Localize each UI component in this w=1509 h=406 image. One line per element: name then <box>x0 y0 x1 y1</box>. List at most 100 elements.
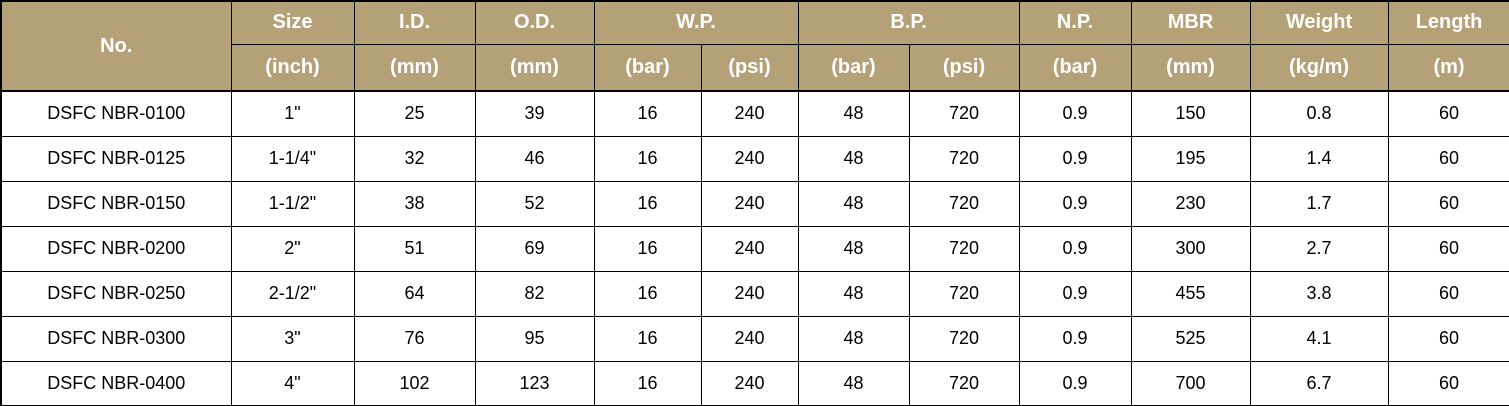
table-cell: 1" <box>230 90 355 137</box>
unit-header-id: (mm) <box>353 43 476 92</box>
unit-header-np: (bar) <box>1018 43 1132 92</box>
table-cell: 240 <box>700 225 799 272</box>
table-cell: 76 <box>353 315 476 362</box>
table-row: DSFC NBR-0100 1" 25 39 16 240 48 720 0.9 150 0.8 60 <box>0 90 1509 137</box>
header-row-labels: No. Size I.D. O.D. W.P. B.P. N.P. MBR We… <box>0 0 1509 92</box>
table-cell: DSFC NBR-0150 <box>0 180 232 227</box>
table-cell: 48 <box>797 315 910 362</box>
table-cell: 32 <box>353 135 476 182</box>
unit-header-bp-psi: (psi) <box>908 43 1020 92</box>
unit-header-od: (mm) <box>474 43 595 92</box>
column-header-np: N.P. <box>1018 0 1132 45</box>
table-cell: 3.8 <box>1249 270 1389 317</box>
column-header-no: No. <box>0 0 232 92</box>
column-header-mbr: MBR <box>1130 0 1251 45</box>
table-cell: 38 <box>353 180 476 227</box>
table-cell: 4.1 <box>1249 315 1389 362</box>
table-cell: 2-1/2" <box>230 270 355 317</box>
table-cell: 240 <box>700 360 799 406</box>
table-cell: 16 <box>593 315 702 362</box>
table-cell: 60 <box>1387 315 1509 362</box>
unit-header-size: (inch) <box>230 43 355 92</box>
table-cell: 525 <box>1130 315 1251 362</box>
table-cell: 0.8 <box>1249 90 1389 137</box>
table-cell: 6.7 <box>1249 360 1389 406</box>
unit-header-length: (m) <box>1387 43 1509 92</box>
table-cell: 0.9 <box>1018 225 1132 272</box>
table-cell: 60 <box>1387 225 1509 272</box>
table-cell: 60 <box>1387 135 1509 182</box>
table-cell: 95 <box>474 315 595 362</box>
unit-header-bp-bar: (bar) <box>797 43 910 92</box>
table-header: No. Size I.D. O.D. W.P. B.P. N.P. MBR We… <box>0 0 1509 92</box>
table-cell: 39 <box>474 90 595 137</box>
table-cell: 700 <box>1130 360 1251 406</box>
table-cell: 25 <box>353 90 476 137</box>
table-cell: 16 <box>593 360 702 406</box>
table-cell: 2" <box>230 225 355 272</box>
table-cell: 0.9 <box>1018 135 1132 182</box>
table-cell: 300 <box>1130 225 1251 272</box>
table-cell: 64 <box>353 270 476 317</box>
table-cell: 230 <box>1130 180 1251 227</box>
table-cell: 240 <box>700 180 799 227</box>
table-cell: 60 <box>1387 180 1509 227</box>
unit-header-weight: (kg/m) <box>1249 43 1389 92</box>
table-cell: 240 <box>700 135 799 182</box>
table-cell: 240 <box>700 90 799 137</box>
unit-header-wp-psi: (psi) <box>700 43 799 92</box>
table-row: DSFC NBR-0200 2" 51 69 16 240 48 720 0.9 300 2.7 60 <box>0 225 1509 272</box>
table-cell: 52 <box>474 180 595 227</box>
table-cell: 82 <box>474 270 595 317</box>
table-cell: 2.7 <box>1249 225 1389 272</box>
table-cell: 0.9 <box>1018 315 1132 362</box>
table-cell: 720 <box>908 360 1020 406</box>
table-cell: DSFC NBR-0100 <box>0 90 232 137</box>
column-header-size: Size <box>230 0 355 45</box>
table-cell: 16 <box>593 270 702 317</box>
table-cell: 60 <box>1387 360 1509 406</box>
table-row: DSFC NBR-0150 1-1/2" 38 52 16 240 48 720 0.9 230 1… <box>0 180 1509 227</box>
table-row: DSFC NBR-0250 2-1/2" 64 82 16 240 48 720 0.9 455 3… <box>0 270 1509 317</box>
table-cell: 102 <box>353 360 476 406</box>
table-cell: 720 <box>908 180 1020 227</box>
table-cell: 48 <box>797 135 910 182</box>
table-cell: 240 <box>700 270 799 317</box>
table-row: DSFC NBR-0125 1-1/4" 32 46 16 240 48 720 0.9 195 1… <box>0 135 1509 182</box>
table-cell: 51 <box>353 225 476 272</box>
table-cell: DSFC NBR-0400 <box>0 360 232 406</box>
table-cell: 3" <box>230 315 355 362</box>
table-cell: 0.9 <box>1018 270 1132 317</box>
table-cell: 1.7 <box>1249 180 1389 227</box>
table-cell: 48 <box>797 270 910 317</box>
table-body: DSFC NBR-0100 1" 25 39 16 240 48 720 0.9 150 0.8 60… <box>0 90 1509 406</box>
table-cell: 48 <box>797 180 910 227</box>
column-header-id: I.D. <box>353 0 476 45</box>
table-cell: 1-1/2" <box>230 180 355 227</box>
table-cell: 720 <box>908 135 1020 182</box>
table-cell: 1.4 <box>1249 135 1389 182</box>
table-cell: 1-1/4" <box>230 135 355 182</box>
table-cell: DSFC NBR-0125 <box>0 135 232 182</box>
header-row-units: (inch) (mm) (mm) (bar) (psi) (bar) (psi)… <box>1 43 1509 92</box>
table-cell: 240 <box>700 315 799 362</box>
table-cell: 16 <box>593 180 702 227</box>
unit-header-wp-bar: (bar) <box>593 43 702 92</box>
column-header-wp: W.P. <box>593 0 799 45</box>
table-cell: 0.9 <box>1018 360 1132 406</box>
table-cell: 16 <box>593 225 702 272</box>
table-cell: 0.9 <box>1018 90 1132 137</box>
table-cell: 16 <box>593 90 702 137</box>
table-cell: 720 <box>908 270 1020 317</box>
column-header-weight: Weight <box>1249 0 1389 45</box>
table-cell: 123 <box>474 360 595 406</box>
table-cell: 48 <box>797 90 910 137</box>
table-cell: 150 <box>1130 90 1251 137</box>
column-header-od: O.D. <box>474 0 595 45</box>
table-cell: 60 <box>1387 90 1509 137</box>
table-row: DSFC NBR-0400 4" 102 123 16 240 48 720 0.9 700 6.7… <box>0 360 1509 406</box>
unit-header-mbr: (mm) <box>1130 43 1251 92</box>
table-cell: 69 <box>474 225 595 272</box>
